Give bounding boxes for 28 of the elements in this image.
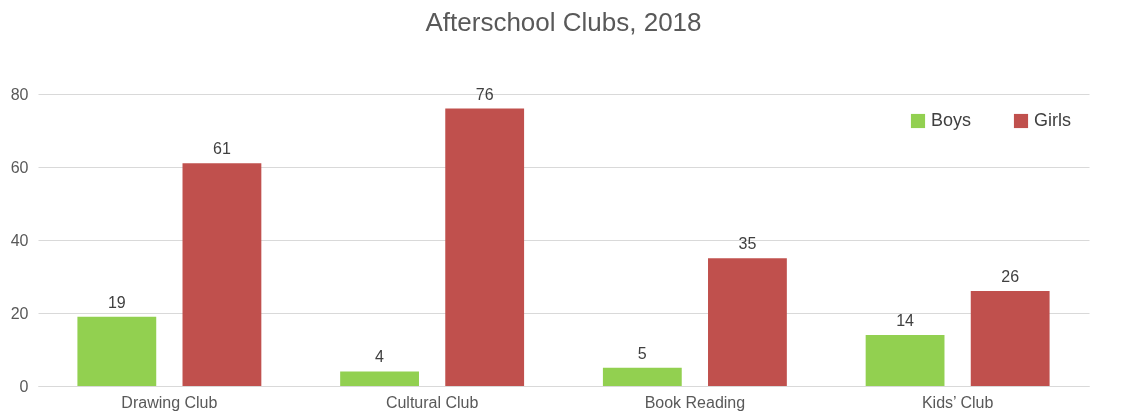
- data-label: 26: [1001, 268, 1020, 286]
- x-tick-label: Drawing Club: [121, 393, 218, 411]
- y-tick-label: 40: [10, 231, 29, 249]
- data-label: 14: [896, 311, 915, 329]
- y-tick-label: 60: [10, 158, 29, 176]
- y-tick-label: 20: [10, 304, 29, 322]
- chart-title: Afterschool Clubs, 2018: [425, 7, 702, 37]
- y-tick-label: 80: [10, 85, 29, 103]
- bar: [865, 334, 945, 386]
- bar: [445, 108, 525, 386]
- x-tick-label: Kids’ Club: [921, 393, 994, 411]
- legend-label: Boys: [931, 110, 972, 130]
- legend-label: Girls: [1034, 110, 1071, 130]
- data-label: 76: [475, 85, 494, 103]
- data-label: 19: [107, 293, 126, 311]
- bar: [970, 291, 1050, 386]
- data-label: 5: [637, 344, 647, 362]
- bar: [182, 163, 262, 386]
- bar: [340, 371, 419, 386]
- data-label: 61: [213, 140, 231, 158]
- bar: [77, 316, 157, 386]
- bar: [708, 258, 787, 386]
- x-tick-label: Cultural Club: [385, 393, 479, 411]
- y-tick-label: 0: [19, 377, 29, 395]
- bar: [602, 367, 682, 386]
- x-tick-label: Book Reading: [644, 393, 746, 411]
- data-label: 4: [375, 348, 385, 366]
- data-label: 35: [738, 235, 757, 253]
